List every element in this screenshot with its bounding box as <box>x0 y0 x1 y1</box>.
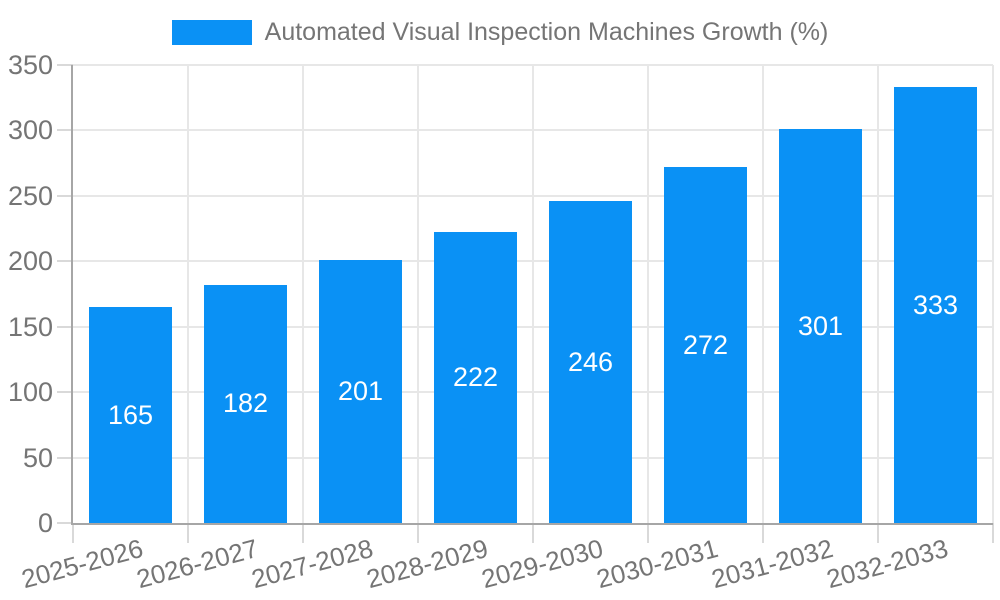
bar-2026-2027: 182 <box>204 284 287 523</box>
bar-value-label: 165 <box>107 399 154 430</box>
y-tick-mark <box>57 325 73 328</box>
x-axis-label-text: 2028-2029 <box>363 533 492 595</box>
legend-label: Automated Visual Inspection Machines Gro… <box>264 18 829 46</box>
y-tick-mark <box>57 522 73 524</box>
x-gridline <box>877 65 879 523</box>
y-tick-label: 250 <box>7 180 53 211</box>
y-tick-mark <box>57 64 73 66</box>
x-gridline <box>647 65 649 523</box>
bar-value-label: 272 <box>682 329 729 360</box>
legend-swatch <box>171 19 252 45</box>
y-tick-mark <box>57 129 73 132</box>
x-gridline <box>302 65 304 523</box>
y-tick-label: 350 <box>7 50 53 80</box>
bar-2025-2026: 165 <box>89 307 172 523</box>
x-axis-label-text: 2032-2033 <box>823 533 952 595</box>
x-gridline <box>417 65 419 523</box>
bar-value-label: 182 <box>222 388 269 419</box>
bar-2029-2030: 246 <box>549 201 632 523</box>
x-tick-mark <box>417 523 419 543</box>
bar-value-label: 201 <box>337 375 384 406</box>
x-tick-mark <box>647 523 649 543</box>
x-axis-label-text: 2027-2028 <box>248 533 377 595</box>
bar-2028-2029: 222 <box>434 232 517 523</box>
x-axis-label-text: 2026-2027 <box>133 533 262 595</box>
x-axis-line <box>71 523 993 525</box>
bar-2027-2028: 201 <box>319 259 402 523</box>
x-gridline <box>992 65 994 523</box>
x-tick-mark <box>302 523 304 543</box>
x-gridline <box>532 65 534 523</box>
x-gridline <box>187 65 189 523</box>
y-tick-mark <box>57 391 73 394</box>
bar-2032-2033: 333 <box>894 87 977 523</box>
bar-2030-2031: 272 <box>664 167 747 523</box>
bar-value-label: 246 <box>567 346 614 377</box>
x-tick-mark <box>877 523 879 543</box>
x-gridline <box>762 65 764 523</box>
x-tick-mark <box>532 523 534 543</box>
bar-value-label: 333 <box>912 289 959 320</box>
x-axis-label-text: 2029-2030 <box>478 533 607 595</box>
x-tick-mark <box>187 523 189 543</box>
x-tick-mark <box>72 523 74 543</box>
y-tick-label: 150 <box>7 311 53 342</box>
y-tick-mark <box>57 260 73 263</box>
y-axis-line <box>71 65 73 525</box>
chart-legend: Automated Visual Inspection Machines Gro… <box>0 16 1000 48</box>
y-tick-label: 100 <box>7 377 53 408</box>
x-tick-mark <box>762 523 764 543</box>
y-tick-mark <box>57 456 73 459</box>
bar-value-label: 301 <box>797 310 844 341</box>
bar-2031-2032: 301 <box>779 129 862 523</box>
y-tick-label: 50 <box>22 442 53 473</box>
y-tick-label: 300 <box>7 115 53 146</box>
y-tick-label: 0 <box>37 508 53 538</box>
x-tick-mark <box>992 523 994 543</box>
x-axis-label-text: 2030-2031 <box>593 533 722 595</box>
x-axis-label-text: 2025-2026 <box>18 533 147 595</box>
x-axis-label-text: 2031-2032 <box>708 533 837 595</box>
y-tick-mark <box>57 194 73 197</box>
bar-value-label: 222 <box>452 362 499 393</box>
y-tick-label: 200 <box>7 246 53 277</box>
